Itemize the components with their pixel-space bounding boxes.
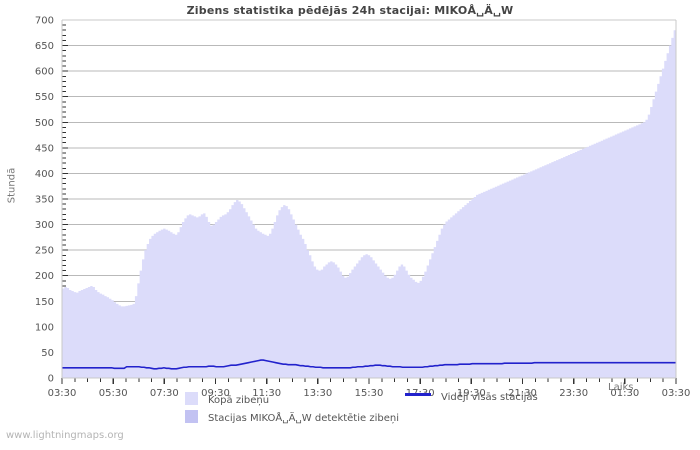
svg-text:11:30: 11:30: [252, 388, 281, 399]
svg-text:650: 650: [35, 41, 54, 52]
svg-text:450: 450: [35, 143, 54, 154]
svg-text:07:30: 07:30: [150, 388, 179, 399]
svg-text:500: 500: [35, 118, 54, 129]
svg-text:150: 150: [35, 297, 54, 308]
legend-label-total: Kopā zibeņu: [208, 395, 270, 406]
legend-swatch-station: [185, 410, 198, 423]
svg-text:19:30: 19:30: [457, 388, 486, 399]
svg-text:350: 350: [35, 195, 54, 206]
axis-frame: [61, 19, 677, 379]
svg-text:250: 250: [35, 246, 54, 257]
svg-text:400: 400: [35, 169, 54, 180]
svg-text:100: 100: [35, 322, 54, 333]
legend-label-average: Vidēji visās stacijās: [441, 392, 538, 403]
svg-text:550: 550: [35, 92, 54, 103]
chart-legend: Kopā zibeņu Vidēji visās stacijās Stacij…: [0, 392, 700, 428]
svg-text:09:30: 09:30: [201, 388, 230, 399]
series-total-lightning-area: [62, 22, 676, 379]
svg-text:600: 600: [35, 67, 54, 78]
x-axis-title: Laiks: [608, 382, 634, 393]
legend-item-station: Stacijas MIKOÅ␣Ä␣W detektētie zibeņi: [185, 410, 399, 424]
svg-text:05:30: 05:30: [99, 388, 128, 399]
legend-line-average: [405, 393, 431, 396]
watermark: www.lightningmaps.org: [6, 430, 124, 441]
legend-item-average: Vidēji visās stacijās: [405, 392, 538, 403]
svg-text:0: 0: [48, 374, 54, 385]
svg-text:01:30: 01:30: [610, 388, 639, 399]
svg-text:50: 50: [41, 348, 54, 359]
svg-text:200: 200: [35, 271, 54, 282]
y-axis-labels: 0 50 100 150 200 250 300 350 400 450 500 550 600 650 7…: [35, 16, 54, 385]
x-axis-ticks: [61, 378, 677, 384]
legend-swatch-total: [185, 392, 198, 405]
series-average-line: [62, 359, 676, 370]
legend-label-station: Stacijas MIKOÅ␣Ä␣W detektētie zibeņi: [208, 413, 399, 424]
svg-text:03:30: 03:30: [48, 388, 77, 399]
svg-text:700: 700: [35, 16, 54, 27]
svg-text:03:30: 03:30: [662, 388, 691, 399]
page-title: Zibens statistika pēdējās 24h stacijai: …: [186, 4, 514, 17]
svg-text:15:30: 15:30: [355, 388, 384, 399]
legend-item-total: Kopā zibeņu: [185, 392, 269, 406]
svg-text:13:30: 13:30: [303, 388, 332, 399]
svg-text:300: 300: [35, 220, 54, 231]
svg-text:21:30: 21:30: [508, 388, 537, 399]
svg-text:23:30: 23:30: [559, 388, 588, 399]
